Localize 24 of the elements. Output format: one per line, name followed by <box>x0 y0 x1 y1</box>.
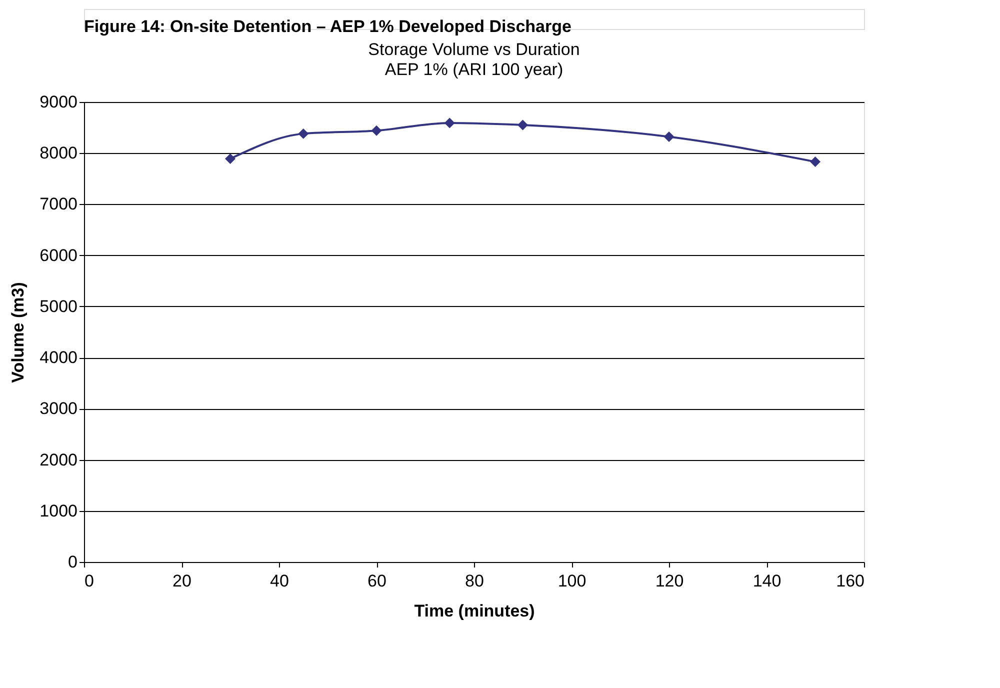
x-axis-title: Time (minutes) <box>414 602 535 620</box>
chart-subtitle: AEP 1% (ARI 100 year) <box>384 60 564 79</box>
x-tick-label: 140 <box>752 572 782 590</box>
x-tick-label: 100 <box>558 572 586 590</box>
y-tick-label: 9000 <box>40 92 78 112</box>
x-tick-label: 60 <box>368 572 386 590</box>
x-tick-label: 160 <box>836 572 864 590</box>
x-tick-label: 20 <box>172 572 192 590</box>
x-tick-label: 80 <box>465 572 484 590</box>
y-tick-label: 8000 <box>40 144 78 163</box>
y-tick-label: 7000 <box>40 194 78 214</box>
x-tick-label: 40 <box>270 572 289 590</box>
y-tick-label: 3000 <box>40 399 78 418</box>
caption: Figure 14: On-site Detention – AEP 1% Developed Discharge <box>84 17 572 36</box>
y-axis-title: Volume (m3) <box>8 282 28 383</box>
y-tick-label: 1000 <box>40 501 78 520</box>
x-tick-label: 0 <box>84 572 94 590</box>
x-tick-label: 120 <box>655 572 684 590</box>
y-tick-label: 4000 <box>40 348 78 368</box>
y-tick-label: 5000 <box>40 296 78 316</box>
y-tick-label: 6000 <box>40 246 78 265</box>
chart-title: Storage Volume vs Duration <box>368 40 580 59</box>
y-tick-label: 2000 <box>40 450 78 470</box>
y-tick-label: 0 <box>68 552 78 572</box>
